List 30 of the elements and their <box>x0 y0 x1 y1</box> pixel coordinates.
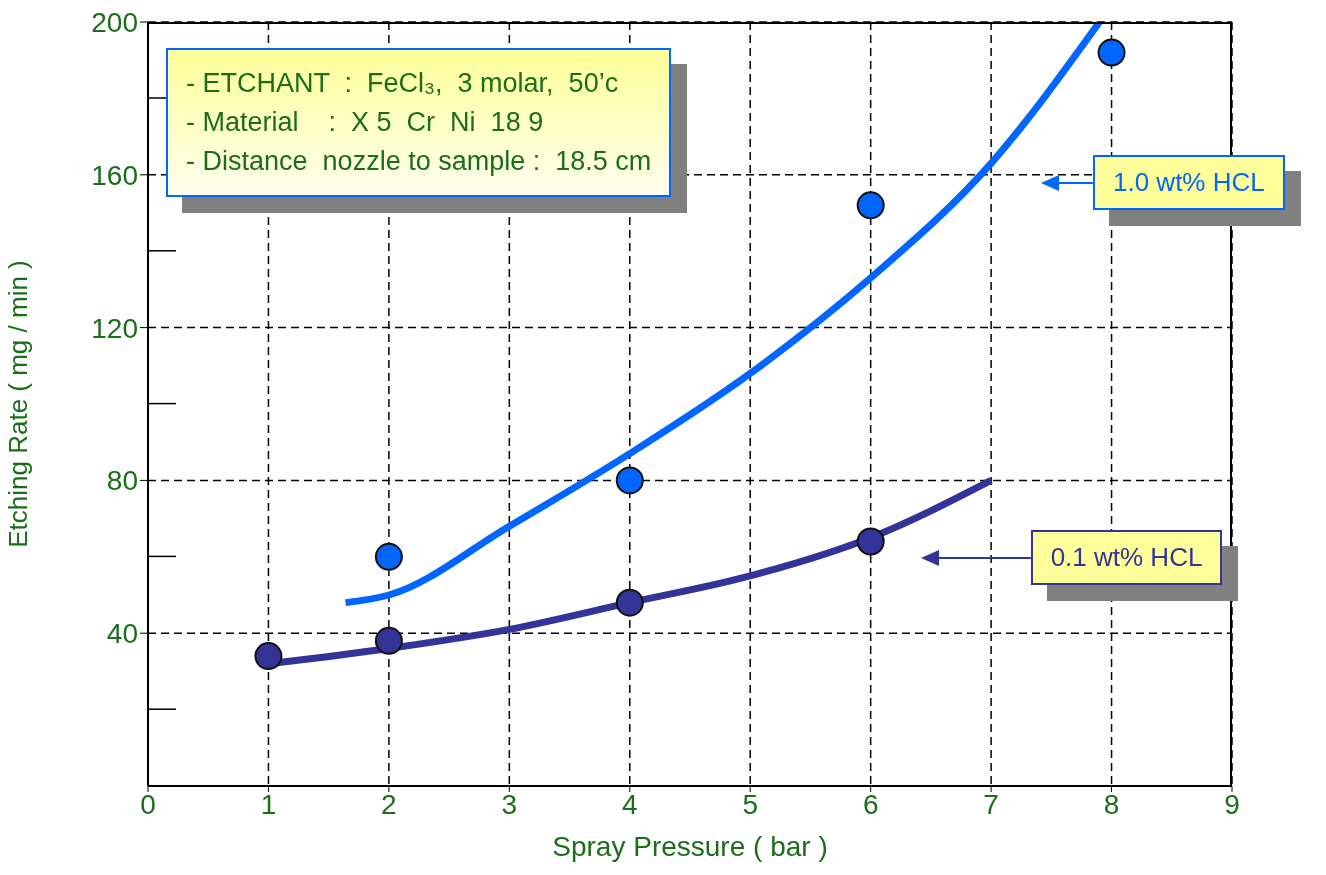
point <box>254 642 283 671</box>
annotation: - Material : X 5 Cr Ni 18 9 <box>186 106 545 139</box>
x-tick-label: 2 <box>381 788 397 820</box>
legend-label: 0.1 wt% HCL <box>1030 529 1223 585</box>
y-tick-label: 200 <box>91 6 138 38</box>
y-tick-label: 160 <box>91 159 138 191</box>
point <box>374 542 403 571</box>
x-tick-label: 0 <box>140 788 156 820</box>
y-axis-title: Etching Rate ( mg / min ) <box>3 260 34 548</box>
legend-label: 1.0 wt% HCL <box>1093 155 1285 211</box>
annotation: - Distance nozzle to sample : 18.5 cm <box>186 145 652 178</box>
x-tick-label: 8 <box>1103 788 1120 820</box>
point <box>856 527 885 556</box>
x-tick-label: 6 <box>862 788 879 820</box>
point <box>374 626 403 655</box>
point <box>1097 38 1126 67</box>
x-tick-label: 3 <box>501 788 518 820</box>
point <box>615 466 644 495</box>
x-tick-label: 9 <box>1224 788 1240 820</box>
point <box>615 588 644 617</box>
y-tick-label: 40 <box>106 618 138 650</box>
x-tick-label: 5 <box>742 788 759 820</box>
point <box>856 191 885 220</box>
y-tick-label: 120 <box>91 312 138 344</box>
x-tick-label: 1 <box>260 788 277 820</box>
annotation: - ETCHANT : FeCl₃, 3 molar, 50’c <box>186 67 620 100</box>
x-tick-label: 4 <box>621 788 638 820</box>
x-tick-label: 7 <box>983 788 999 820</box>
y-tick-label: 80 <box>106 465 138 497</box>
x-axis-title: Spray Pressure ( bar ) <box>552 831 828 862</box>
